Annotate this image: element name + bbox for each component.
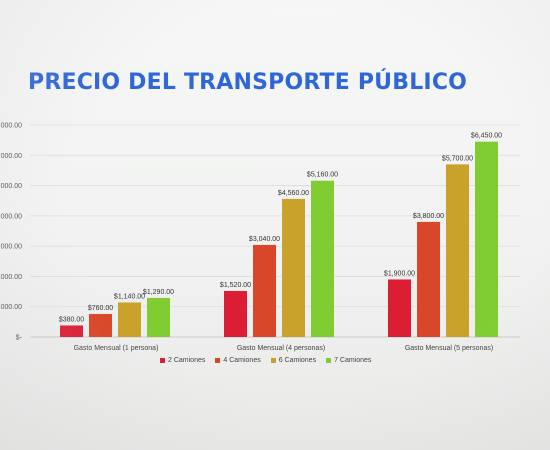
bar — [118, 302, 141, 337]
legend-swatch — [215, 358, 221, 363]
bar — [417, 221, 440, 337]
bar-value-label: $6,450.00 — [471, 133, 502, 140]
bar — [311, 180, 334, 337]
legend-swatch — [160, 358, 165, 363]
bar-value-label: $760.00 — [88, 305, 113, 312]
bar — [475, 141, 498, 337]
bar-value-label: $1,290.00 — [143, 289, 174, 296]
y-tick-label: 5,000.00 — [0, 183, 22, 190]
bar-data-labels: $380.00 $760.00$1,140.00$1,290.00 $1,520.0… — [59, 133, 502, 324]
bars — [60, 141, 498, 337]
bar-value-label: $1,900.00 — [384, 270, 415, 277]
category-label: Gasto Mensual (4 personas) — [237, 345, 325, 352]
bar — [282, 198, 305, 337]
legend-item: 7 Camiones — [326, 357, 371, 364]
y-tick-label: $- — [16, 335, 23, 342]
bar — [224, 290, 247, 337]
bar — [147, 297, 170, 337]
bar-value-label: $1,520.00 — [220, 282, 251, 289]
bar-value-label: $5,160.00 — [307, 172, 338, 179]
bar-value-label: $5,700.00 — [442, 155, 473, 162]
legend-item: 2 Camiones — [160, 357, 205, 364]
page-title: PRECIO DEL TRANSPORTE PÚBLICO — [28, 70, 468, 95]
legend-label: 2 Camiones — [168, 357, 206, 364]
y-tick-label: 6,000.00 — [0, 153, 22, 160]
legend-swatch — [326, 358, 332, 363]
bar-value-label: $1,140.00 — [114, 293, 145, 300]
legend-label: 4 Camiones — [223, 357, 261, 364]
chart-legend: 2 Camiones 4 Camiones 6 Camiones 7 Camiones — [160, 357, 371, 364]
bar — [60, 325, 83, 337]
y-axis-tick-labels: $- 1,000.00 2,000.00 3,000.00 4,000.00 5,000.… — [0, 123, 23, 342]
y-tick-label: 1,000.00 — [0, 304, 22, 311]
legend-swatch — [270, 358, 276, 363]
y-tick-label: 2,000.00 — [0, 274, 22, 281]
legend-item: 6 Camiones — [270, 357, 317, 364]
bar-value-label: $3,800.00 — [413, 213, 444, 220]
legend-label: 6 Camiones — [278, 357, 317, 364]
bar — [388, 279, 411, 337]
legend-item: 4 Camiones — [215, 357, 261, 364]
y-tick-label: 3,000.00 — [0, 244, 22, 251]
category-label: Gasto Mensual (5 personas) — [405, 345, 493, 352]
legend-label: 7 Camiones — [334, 357, 372, 364]
bar — [89, 313, 112, 337]
y-tick-label: 7,000.00 — [0, 123, 22, 130]
bar — [446, 164, 469, 337]
category-label: Gasto Mensual (1 persona) — [74, 345, 159, 352]
bar-value-label: $380.00 — [59, 316, 84, 323]
bar — [253, 244, 276, 337]
bar-value-label: $3,040.00 — [249, 236, 280, 243]
bar-value-label: $4,560.00 — [278, 190, 309, 197]
category-labels: Gasto Mensual (1 persona) Gasto Mensual (… — [74, 345, 494, 352]
y-tick-label: 4,000.00 — [0, 213, 22, 220]
